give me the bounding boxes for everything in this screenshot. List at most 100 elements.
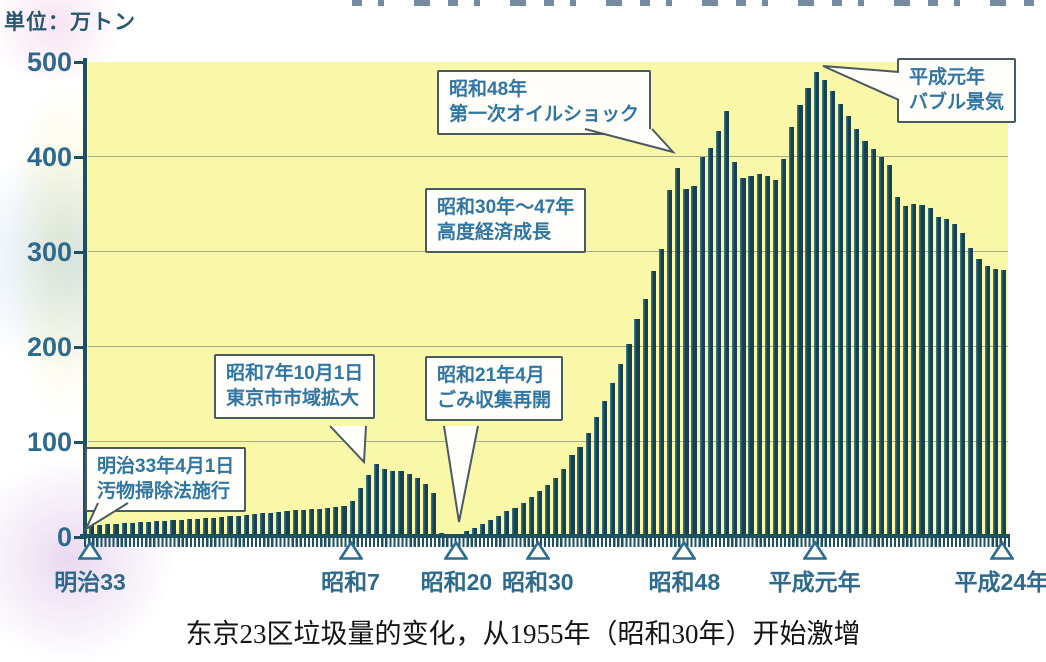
bar-1935 xyxy=(373,463,380,537)
x-marker-triangle-1989 xyxy=(802,541,827,560)
x-marker-label-1932: 昭和7 xyxy=(321,569,380,595)
x-marker-triangle-1932 xyxy=(338,541,363,560)
bar-1916 xyxy=(219,517,225,537)
bar-1908 xyxy=(154,520,160,537)
bar-1942 xyxy=(430,493,437,537)
bar-1959 xyxy=(569,455,575,537)
annotation-line: 平成元年 xyxy=(909,67,986,88)
bar-1947 xyxy=(471,527,477,537)
bar-1980 xyxy=(740,177,746,537)
bar-1969 xyxy=(650,271,656,537)
bar-1986 xyxy=(789,126,795,537)
bar-1941 xyxy=(422,483,428,537)
bar-2004 xyxy=(935,216,941,537)
annotation-showa30-47: 昭和30年～47年 高度経済成長 xyxy=(425,188,587,254)
bar-1926 xyxy=(300,510,306,537)
bar-1971 xyxy=(667,190,673,537)
bar-1913 xyxy=(194,518,201,537)
bar-1954 xyxy=(528,497,534,537)
bar-1965 xyxy=(618,364,624,537)
bar-1936 xyxy=(382,468,388,537)
annotation-meiji33: 明治33年4月1日 汚物掃除法施行 xyxy=(85,447,247,513)
y-tick-label-0: 0 xyxy=(56,522,72,552)
y-tick-500 xyxy=(74,60,85,64)
bar-1920 xyxy=(251,514,258,537)
y-tick-400 xyxy=(74,155,85,159)
bar-1930 xyxy=(333,506,339,537)
bar-1977 xyxy=(715,131,722,537)
x-marker-triangle-1900 xyxy=(78,541,102,560)
bar-1998 xyxy=(886,164,893,537)
y-tick-label-100: 100 xyxy=(26,427,72,457)
x-marker-triangle-2012 xyxy=(989,541,1014,560)
bar-1949 xyxy=(487,519,494,537)
bar-1993 xyxy=(846,116,852,537)
x-marker-triangle-1945 xyxy=(444,541,469,560)
bar-1937 xyxy=(390,470,396,537)
bar-1906 xyxy=(137,521,144,537)
annotation-line: バブル景気 xyxy=(909,92,1005,114)
annotation-line: 明治33年4月1日 xyxy=(97,456,235,477)
gridline-200 xyxy=(88,346,1008,347)
annotation-showa7: 昭和7年10月1日 東京市市域拡大 xyxy=(214,354,376,420)
bar-1917 xyxy=(227,516,233,537)
bar-1934 xyxy=(365,475,371,537)
y-tick-label-300: 300 xyxy=(26,237,72,267)
bar-1932 xyxy=(349,500,355,537)
bar-1952 xyxy=(512,507,518,537)
bar-1911 xyxy=(178,519,184,537)
bar-1912 xyxy=(186,518,192,537)
bar-2001 xyxy=(911,203,917,537)
bar-2011 xyxy=(992,269,998,537)
x-axis-line xyxy=(80,534,1010,538)
bar-2010 xyxy=(984,266,990,537)
bar-1909 xyxy=(162,520,168,537)
x-marker-triangle-1973 xyxy=(672,541,697,560)
bar-1989 xyxy=(813,71,819,537)
bar-1924 xyxy=(284,511,290,537)
y-axis-line xyxy=(83,58,87,539)
y-tick-label-400: 400 xyxy=(26,142,72,172)
y-tick-300 xyxy=(74,250,85,254)
bar-1979 xyxy=(732,161,738,537)
bar-1940 xyxy=(414,478,420,537)
annotation-heisei1: 平成元年 バブル景気 xyxy=(897,58,1017,124)
bar-1948 xyxy=(479,523,485,537)
x-marker-label-1955: 昭和30 xyxy=(501,569,574,595)
bar-1978 xyxy=(724,111,730,537)
bar-1939 xyxy=(406,474,412,537)
bar-1981 xyxy=(748,176,754,537)
y-tick-label-500: 500 xyxy=(26,47,72,77)
bar-2005 xyxy=(943,218,950,537)
bar-1933 xyxy=(357,487,363,537)
bar-1927 xyxy=(308,509,314,537)
bar-1994 xyxy=(854,128,860,537)
bar-1970 xyxy=(658,249,665,537)
bar-1931 xyxy=(341,505,347,537)
bar-1921 xyxy=(259,513,266,537)
bar-1984 xyxy=(772,179,779,537)
bar-1955 xyxy=(536,491,542,537)
x-axis-year-ticks xyxy=(84,537,1010,547)
bar-1922 xyxy=(268,513,274,537)
annotation-line: 昭和48年 xyxy=(449,79,528,100)
bar-1960 xyxy=(577,446,583,537)
bar-1967 xyxy=(634,319,640,537)
y-tick-0 xyxy=(74,535,85,539)
bar-1996 xyxy=(870,149,876,537)
bar-2000 xyxy=(903,206,909,537)
bar-1972 xyxy=(675,168,681,537)
x-marker-label-1945: 昭和20 xyxy=(420,569,493,595)
x-marker-label-2012: 平成24年 xyxy=(954,569,1046,595)
bar-1915 xyxy=(211,518,217,537)
annotation-line: 高度経済成長 xyxy=(437,222,552,244)
x-marker-label-1973: 昭和48 xyxy=(648,569,721,595)
bar-1966 xyxy=(626,344,632,537)
bar-1985 xyxy=(781,158,787,537)
gridline-100 xyxy=(88,441,1008,442)
annotation-line: 汚物掃除法施行 xyxy=(97,481,231,503)
annotation-showa48: 昭和48年 第一次オイルショック xyxy=(437,70,652,136)
annotation-line: 第一次オイルショック xyxy=(449,104,640,126)
bar-1923 xyxy=(276,512,282,537)
annotation-line: 昭和30年～47年 xyxy=(437,197,575,218)
